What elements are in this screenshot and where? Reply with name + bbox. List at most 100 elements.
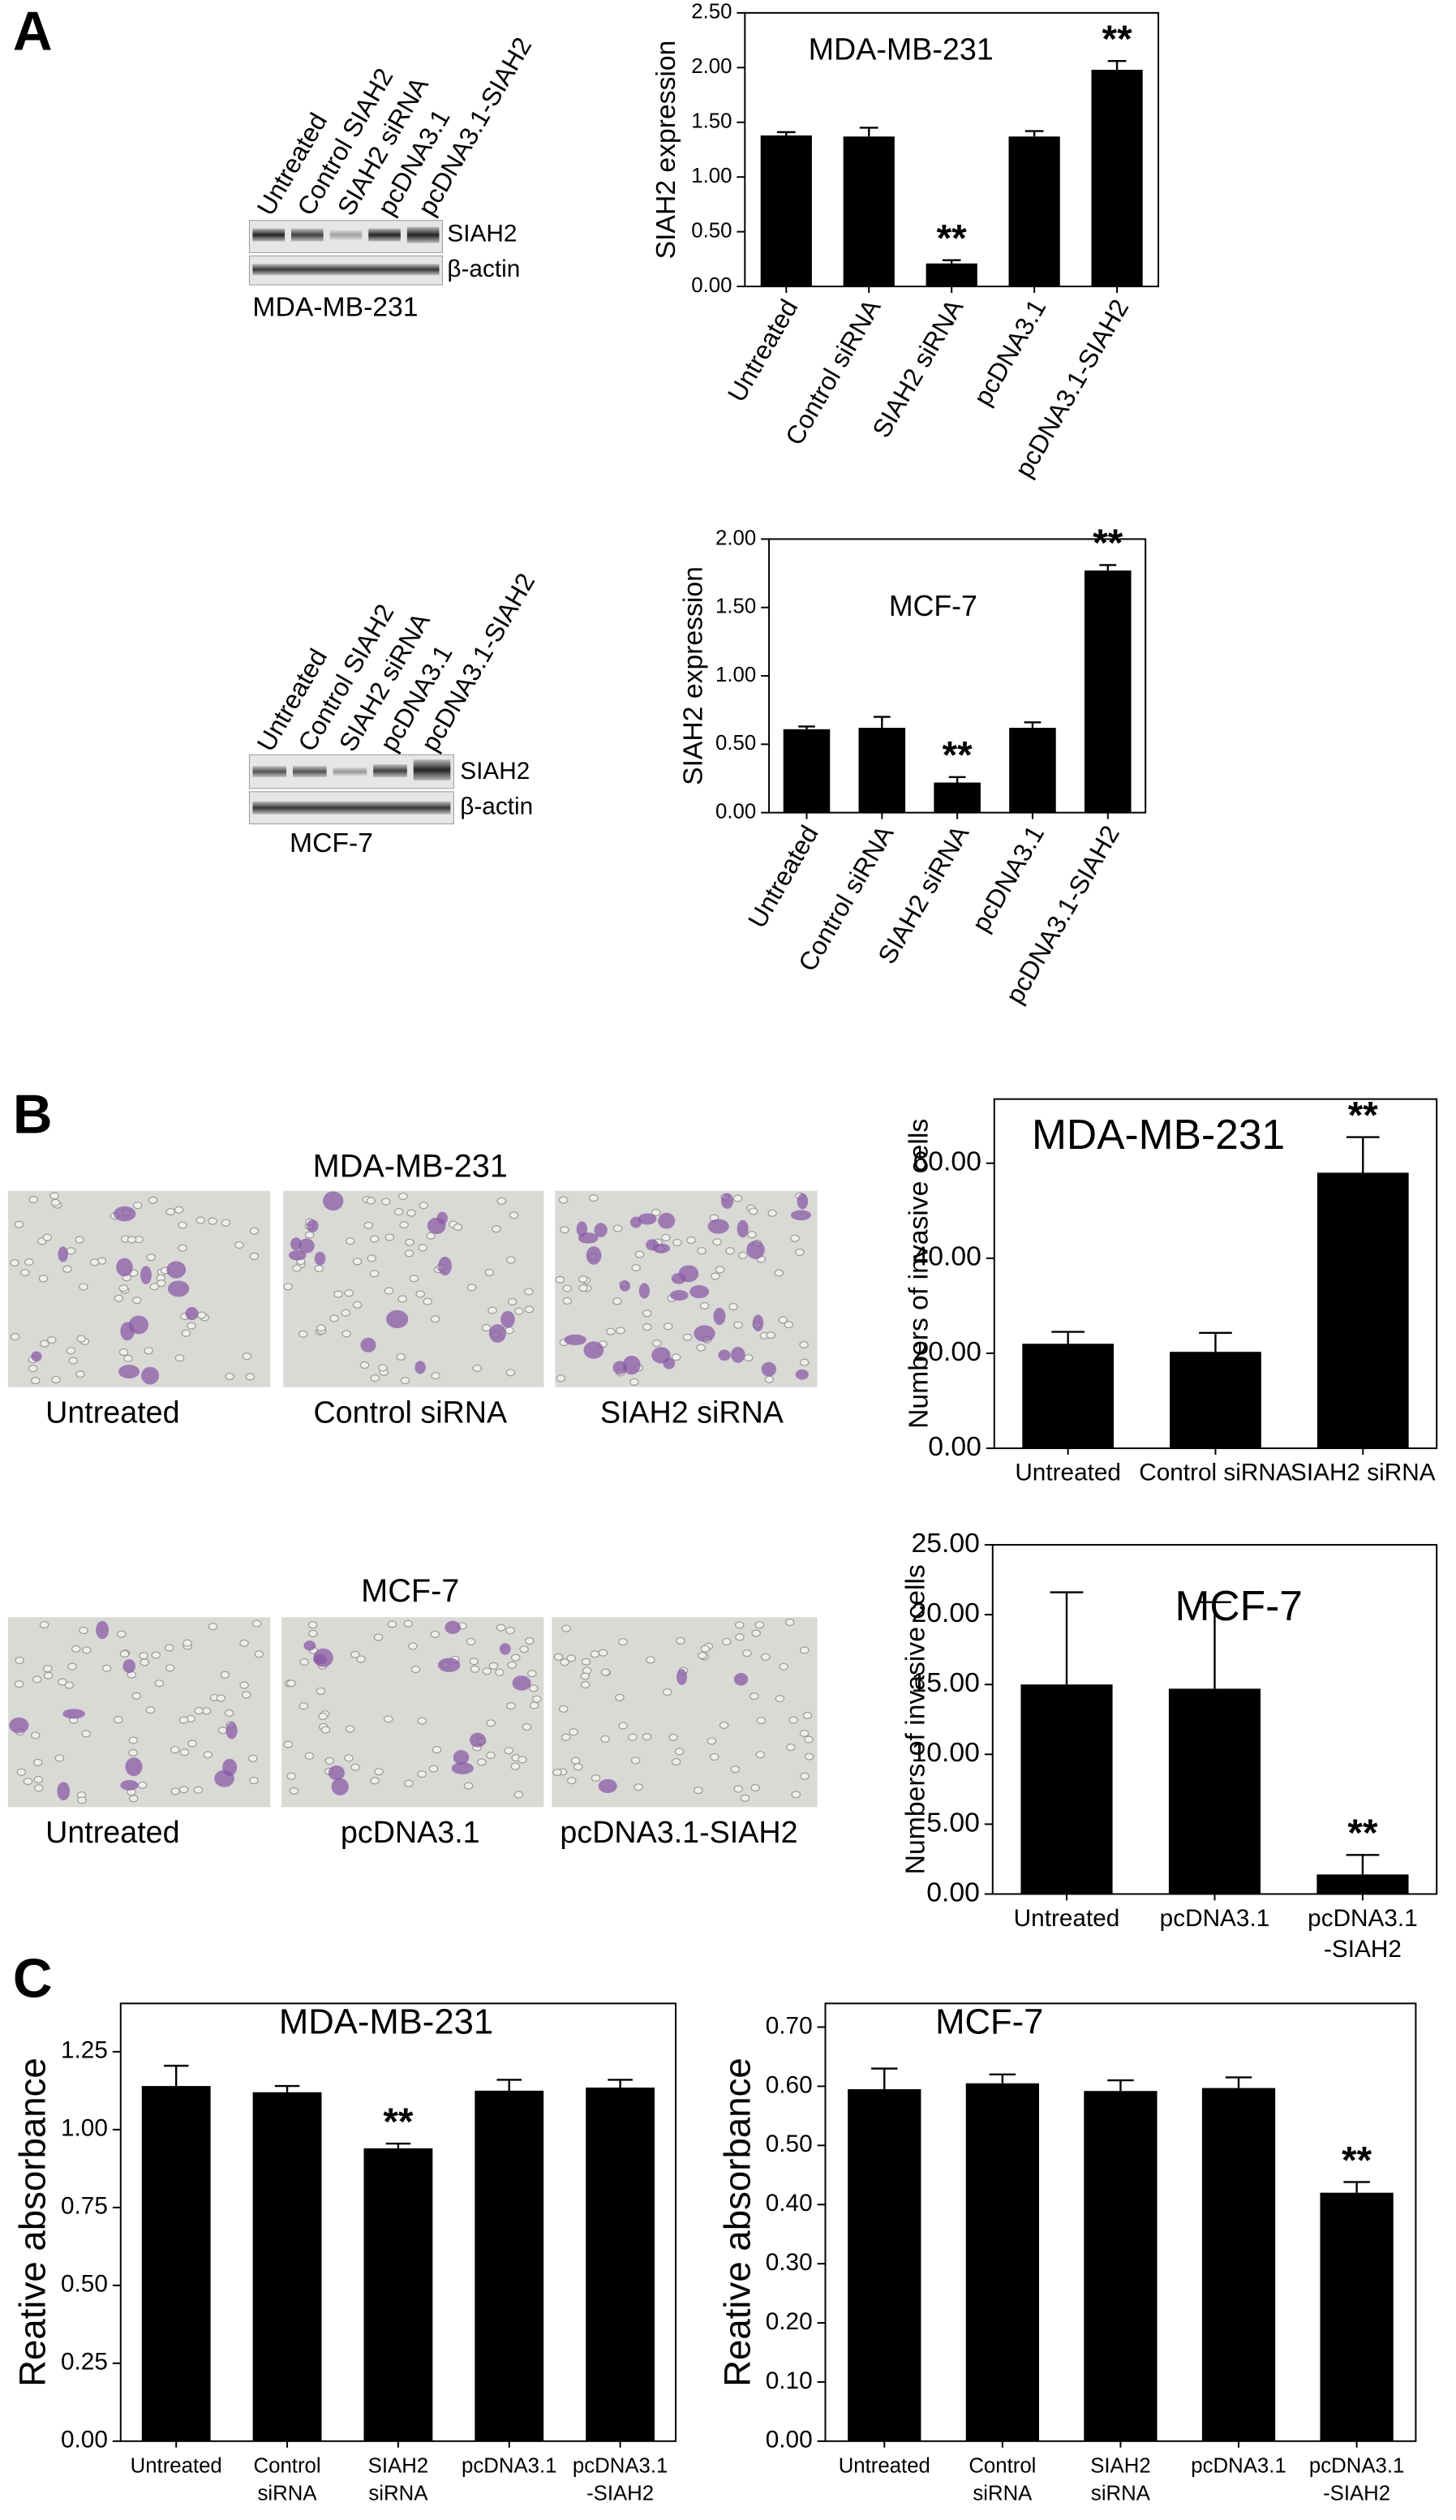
cell — [384, 1287, 394, 1295]
cell — [145, 1706, 156, 1714]
stained-cell — [790, 1210, 811, 1221]
y-tick-label: 20.00 — [913, 1336, 981, 1367]
bar — [848, 2089, 921, 2441]
cell — [165, 1664, 175, 1672]
cell — [49, 1192, 59, 1200]
cell — [748, 1207, 758, 1215]
cell — [567, 1777, 577, 1785]
label-line: siRNA — [1091, 2482, 1151, 2505]
bar — [843, 136, 895, 287]
y-tick-label: 0.00 — [926, 1877, 980, 1907]
cell — [119, 1649, 130, 1658]
stained-cell — [694, 1325, 715, 1342]
cell — [320, 1726, 331, 1734]
cell — [711, 1272, 720, 1280]
cell — [324, 1757, 335, 1765]
stained-cell — [141, 1366, 160, 1385]
cell — [384, 1715, 393, 1723]
x-tick-label: pcDNA3.1 — [1160, 1905, 1270, 1932]
cell — [463, 1782, 474, 1790]
cell — [799, 1729, 810, 1738]
cell — [486, 1751, 496, 1760]
cell — [64, 1681, 75, 1689]
cell — [239, 1681, 249, 1689]
y-tick-label: 0.20 — [766, 2308, 813, 2335]
cell — [292, 1264, 302, 1272]
bar — [1084, 2091, 1157, 2441]
significance-marker: ** — [943, 734, 973, 777]
bar — [1084, 570, 1132, 813]
cell — [775, 1695, 785, 1703]
x-tick-label: pcDNA3.1 — [966, 820, 1050, 936]
cell — [715, 1266, 725, 1274]
cell — [774, 1269, 784, 1277]
band-label: β-actin — [460, 793, 533, 820]
cell — [10, 1258, 19, 1267]
cell — [423, 1297, 432, 1305]
bar — [965, 2083, 1039, 2441]
cell — [234, 1241, 244, 1249]
cell — [555, 1275, 565, 1284]
stained-cell — [761, 1361, 777, 1377]
cell — [642, 1323, 652, 1331]
bar — [252, 2092, 322, 2441]
cell — [181, 1329, 191, 1337]
bar — [363, 2148, 433, 2441]
cell — [146, 1254, 156, 1262]
cell — [432, 1745, 442, 1754]
x-tick-label: Untreated — [131, 2454, 222, 2477]
cell — [249, 1776, 259, 1785]
cell — [767, 1209, 777, 1217]
y-tick-label: 1.50 — [715, 596, 756, 618]
cell — [612, 1297, 622, 1305]
cell — [54, 1754, 65, 1762]
micrograph-title: MDA-MB-231 — [313, 1148, 508, 1184]
cell — [387, 1620, 397, 1628]
stained-cell — [31, 1351, 42, 1362]
cell — [578, 1275, 588, 1284]
bar — [858, 728, 906, 813]
cell — [630, 1757, 641, 1765]
cell — [50, 1198, 61, 1206]
cell — [733, 1785, 743, 1793]
cell — [487, 1306, 497, 1314]
western-blot — [248, 754, 454, 824]
cell — [178, 1221, 187, 1229]
cell — [283, 1740, 294, 1748]
cell — [299, 1658, 309, 1666]
y-tick-label: 2.00 — [691, 55, 732, 78]
y-tick-label: 0.00 — [766, 2427, 813, 2453]
cell — [14, 1680, 24, 1688]
label-line: -SIAH2 — [586, 2482, 654, 2505]
cell — [30, 1377, 41, 1385]
y-tick-label: 0.00 — [691, 274, 732, 297]
cell — [804, 1752, 814, 1761]
stained-cell — [225, 1722, 238, 1739]
cell — [195, 1216, 206, 1224]
y-tick-label: 5.00 — [926, 1807, 980, 1838]
cell — [525, 1636, 535, 1645]
cell — [562, 1284, 573, 1292]
cell — [341, 1330, 351, 1338]
cell — [174, 1354, 185, 1362]
stained-cell — [731, 1347, 745, 1363]
cell — [370, 1374, 380, 1383]
cell — [123, 1354, 133, 1362]
cell — [15, 1656, 24, 1665]
cell — [43, 1671, 54, 1679]
stained-cell — [307, 1219, 319, 1232]
cell — [514, 1307, 524, 1315]
cell — [170, 1746, 180, 1754]
cell — [304, 1231, 315, 1239]
cell — [428, 1765, 439, 1773]
stained-cell — [630, 1216, 642, 1228]
cell — [482, 1667, 492, 1675]
cell — [42, 1665, 53, 1673]
cell — [800, 1772, 810, 1780]
cell — [506, 1702, 516, 1710]
cell — [742, 1649, 752, 1658]
cell — [506, 1256, 516, 1264]
stained-cell — [214, 1770, 234, 1787]
panel-label: A — [13, 1, 53, 62]
chart-title: MDA-MB-231 — [1032, 1111, 1285, 1158]
